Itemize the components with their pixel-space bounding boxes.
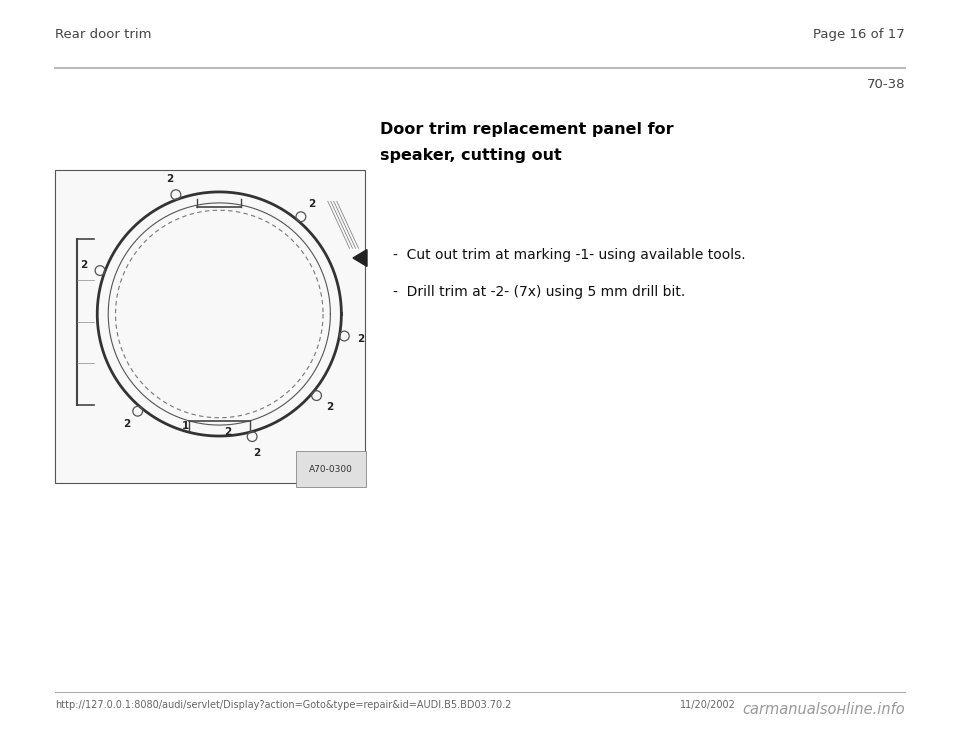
- Text: 2: 2: [225, 427, 231, 437]
- Polygon shape: [353, 249, 367, 266]
- Text: 2: 2: [357, 334, 365, 344]
- Text: 2: 2: [166, 174, 174, 183]
- Bar: [55, 170, 365, 483]
- Text: carmanualsонline.info: carmanualsонline.info: [742, 702, 905, 717]
- Text: 1: 1: [181, 421, 189, 431]
- Text: 2: 2: [252, 448, 260, 458]
- Text: 2: 2: [81, 260, 87, 269]
- Text: http://127.0.0.1:8080/audi/servlet/Display?action=Goto&type=repair&id=AUDI.B5.BD: http://127.0.0.1:8080/audi/servlet/Displ…: [55, 700, 512, 710]
- Text: speaker, cutting out: speaker, cutting out: [380, 148, 562, 163]
- Text: 11/20/2002: 11/20/2002: [680, 700, 736, 710]
- Text: -  Cut out trim at marking -1- using available tools.: - Cut out trim at marking -1- using avai…: [393, 248, 746, 262]
- Text: Rear door trim: Rear door trim: [55, 28, 152, 41]
- Text: -  Drill trim at -2- (7x) using 5 mm drill bit.: - Drill trim at -2- (7x) using 5 mm dril…: [393, 285, 685, 299]
- Text: Page 16 of 17: Page 16 of 17: [813, 28, 905, 41]
- Text: 2: 2: [308, 199, 316, 209]
- Text: 70-38: 70-38: [867, 78, 905, 91]
- Text: A70-0300: A70-0300: [309, 464, 353, 473]
- Text: 2: 2: [123, 419, 131, 430]
- Text: Door trim replacement panel for: Door trim replacement panel for: [380, 122, 674, 137]
- Text: 2: 2: [326, 401, 333, 412]
